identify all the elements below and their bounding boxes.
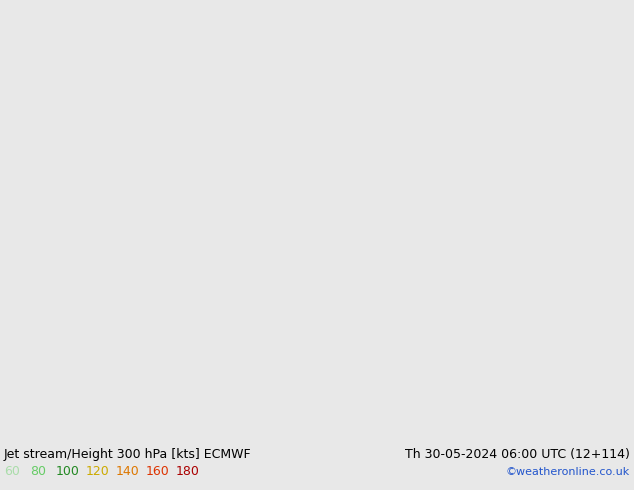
Text: Jet stream/Height 300 hPa [kts] ECMWF: Jet stream/Height 300 hPa [kts] ECMWF: [4, 448, 252, 461]
Text: 180: 180: [176, 466, 200, 478]
Text: 140: 140: [116, 466, 139, 478]
Text: 160: 160: [146, 466, 170, 478]
Text: 100: 100: [56, 466, 80, 478]
Text: ©weatheronline.co.uk: ©weatheronline.co.uk: [506, 467, 630, 477]
Text: Th 30-05-2024 06:00 UTC (12+114): Th 30-05-2024 06:00 UTC (12+114): [405, 448, 630, 461]
Text: 80: 80: [30, 466, 46, 478]
Text: 120: 120: [86, 466, 110, 478]
Text: 60: 60: [4, 466, 20, 478]
